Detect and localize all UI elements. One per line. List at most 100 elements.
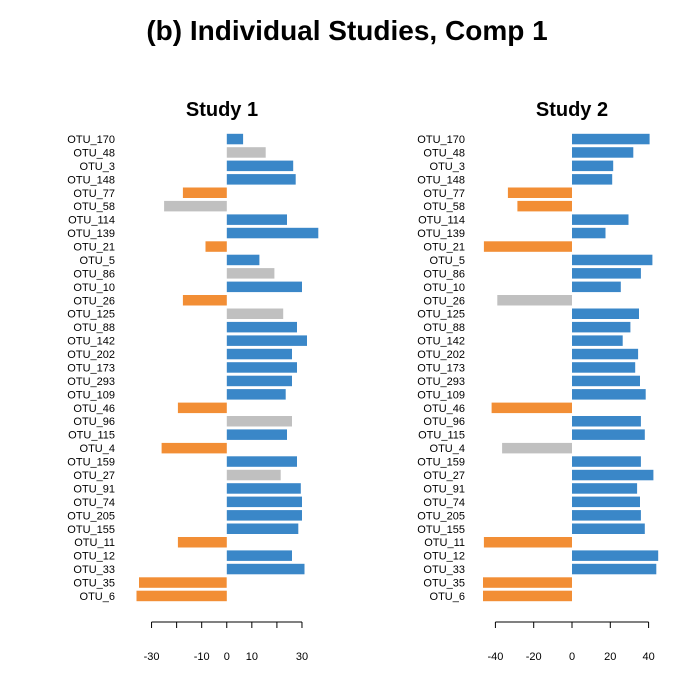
category-label: OTU_86	[73, 268, 115, 280]
bar-otu-5	[572, 254, 653, 266]
x-tick-label: 0	[569, 651, 575, 663]
category-label: OTU_139	[67, 228, 115, 240]
category-label: OTU_170	[67, 134, 115, 146]
chart-title: (b) Individual Studies, Comp 1	[146, 15, 547, 46]
bar-otu-173	[226, 362, 297, 373]
panel-title: Study 2	[536, 99, 608, 121]
category-label: OTU_91	[73, 483, 115, 495]
bar-otu-4	[502, 442, 572, 454]
bar-otu-125	[572, 308, 639, 319]
category-label: OTU_88	[423, 322, 465, 334]
category-label: OTU_159	[67, 457, 115, 469]
bar-otu-3	[226, 160, 294, 172]
x-tick-label: 10	[246, 651, 258, 663]
category-label: OTU_77	[423, 188, 465, 200]
bar-otu-115	[572, 429, 645, 440]
category-label: OTU_10	[73, 282, 115, 294]
category-label: OTU_33	[73, 564, 115, 576]
bar-otu-27	[572, 469, 654, 481]
category-label: OTU_4	[430, 443, 465, 455]
bar-otu-11	[177, 537, 227, 548]
category-label: OTU_125	[67, 309, 115, 321]
x-tick-label: 40	[642, 651, 654, 663]
bar-otu-46	[491, 402, 572, 414]
bar-otu-48	[572, 147, 634, 158]
category-label: OTU_58	[73, 201, 115, 213]
category-label: OTU_88	[73, 322, 115, 334]
bar-otu-109	[226, 389, 286, 400]
bar-otu-293	[226, 375, 292, 387]
bar-otu-6	[483, 590, 572, 602]
bar-otu-155	[226, 523, 299, 534]
category-label: OTU_48	[73, 147, 115, 159]
category-label: OTU_170	[417, 134, 465, 146]
bar-otu-11	[483, 537, 572, 548]
category-label: OTU_26	[73, 295, 115, 307]
category-label: OTU_46	[423, 403, 465, 415]
category-label: OTU_6	[80, 591, 115, 603]
bar-otu-170	[226, 133, 244, 145]
bar-otu-159	[572, 456, 641, 467]
category-label: OTU_109	[67, 389, 115, 401]
category-label: OTU_114	[418, 215, 465, 227]
bar-otu-115	[226, 429, 287, 440]
bar-otu-74	[572, 496, 640, 508]
bar-otu-96	[226, 416, 292, 427]
category-label: OTU_142	[67, 336, 115, 348]
bar-otu-48	[226, 147, 266, 158]
bar-otu-109	[572, 389, 646, 400]
category-label: OTU_35	[423, 578, 465, 590]
category-label: OTU_96	[73, 416, 115, 428]
category-label: OTU_155	[67, 524, 115, 536]
bar-otu-125	[226, 308, 284, 319]
x-tick-label: -30	[144, 651, 160, 663]
category-label: OTU_58	[423, 201, 465, 213]
bar-otu-26	[182, 295, 227, 306]
bar-otu-114	[226, 214, 287, 225]
bar-otu-33	[572, 563, 657, 575]
category-label: OTU_293	[67, 376, 115, 388]
bar-otu-46	[177, 402, 227, 414]
bar-otu-88	[572, 321, 631, 333]
category-label: OTU_5	[430, 255, 465, 267]
category-label: OTU_173	[417, 363, 465, 375]
category-label: OTU_74	[423, 497, 465, 509]
study-2-panel: Study 2OTU_170OTU_48OTU_3OTU_148OTU_77OT…	[417, 99, 659, 663]
category-label: OTU_114	[68, 215, 115, 227]
category-label: OTU_142	[417, 336, 465, 348]
category-label: OTU_5	[80, 255, 115, 267]
bar-otu-205	[572, 510, 641, 521]
category-label: OTU_33	[423, 564, 465, 576]
category-label: OTU_48	[423, 147, 465, 159]
category-label: OTU_35	[73, 578, 115, 590]
bar-otu-86	[572, 268, 641, 279]
category-label: OTU_155	[417, 524, 465, 536]
bar-otu-142	[226, 335, 307, 346]
bar-otu-159	[226, 456, 297, 467]
bar-otu-21	[483, 241, 572, 252]
category-label: OTU_3	[430, 161, 465, 173]
bar-otu-155	[572, 523, 645, 534]
category-label: OTU_21	[73, 242, 115, 254]
bar-otu-77	[182, 187, 227, 198]
category-label: OTU_77	[73, 188, 115, 200]
category-label: OTU_202	[417, 349, 465, 361]
bar-otu-88	[226, 321, 297, 333]
bar-otu-139	[572, 227, 606, 239]
category-label: OTU_6	[430, 591, 465, 603]
category-label: OTU_202	[67, 349, 115, 361]
category-label: OTU_148	[67, 174, 115, 186]
category-label: OTU_159	[417, 457, 465, 469]
bar-otu-58	[517, 200, 572, 212]
bar-otu-139	[226, 227, 319, 239]
bar-otu-21	[205, 241, 227, 252]
category-label: OTU_74	[73, 497, 115, 509]
bar-otu-35	[139, 577, 227, 588]
bar-otu-4	[161, 442, 227, 454]
bar-otu-12	[226, 550, 292, 561]
x-tick-label: -20	[526, 651, 542, 663]
x-tick-label: 0	[224, 651, 230, 663]
study-1-panel: Study 1OTU_170OTU_48OTU_3OTU_148OTU_77OT…	[67, 99, 319, 663]
bar-otu-293	[572, 375, 640, 387]
